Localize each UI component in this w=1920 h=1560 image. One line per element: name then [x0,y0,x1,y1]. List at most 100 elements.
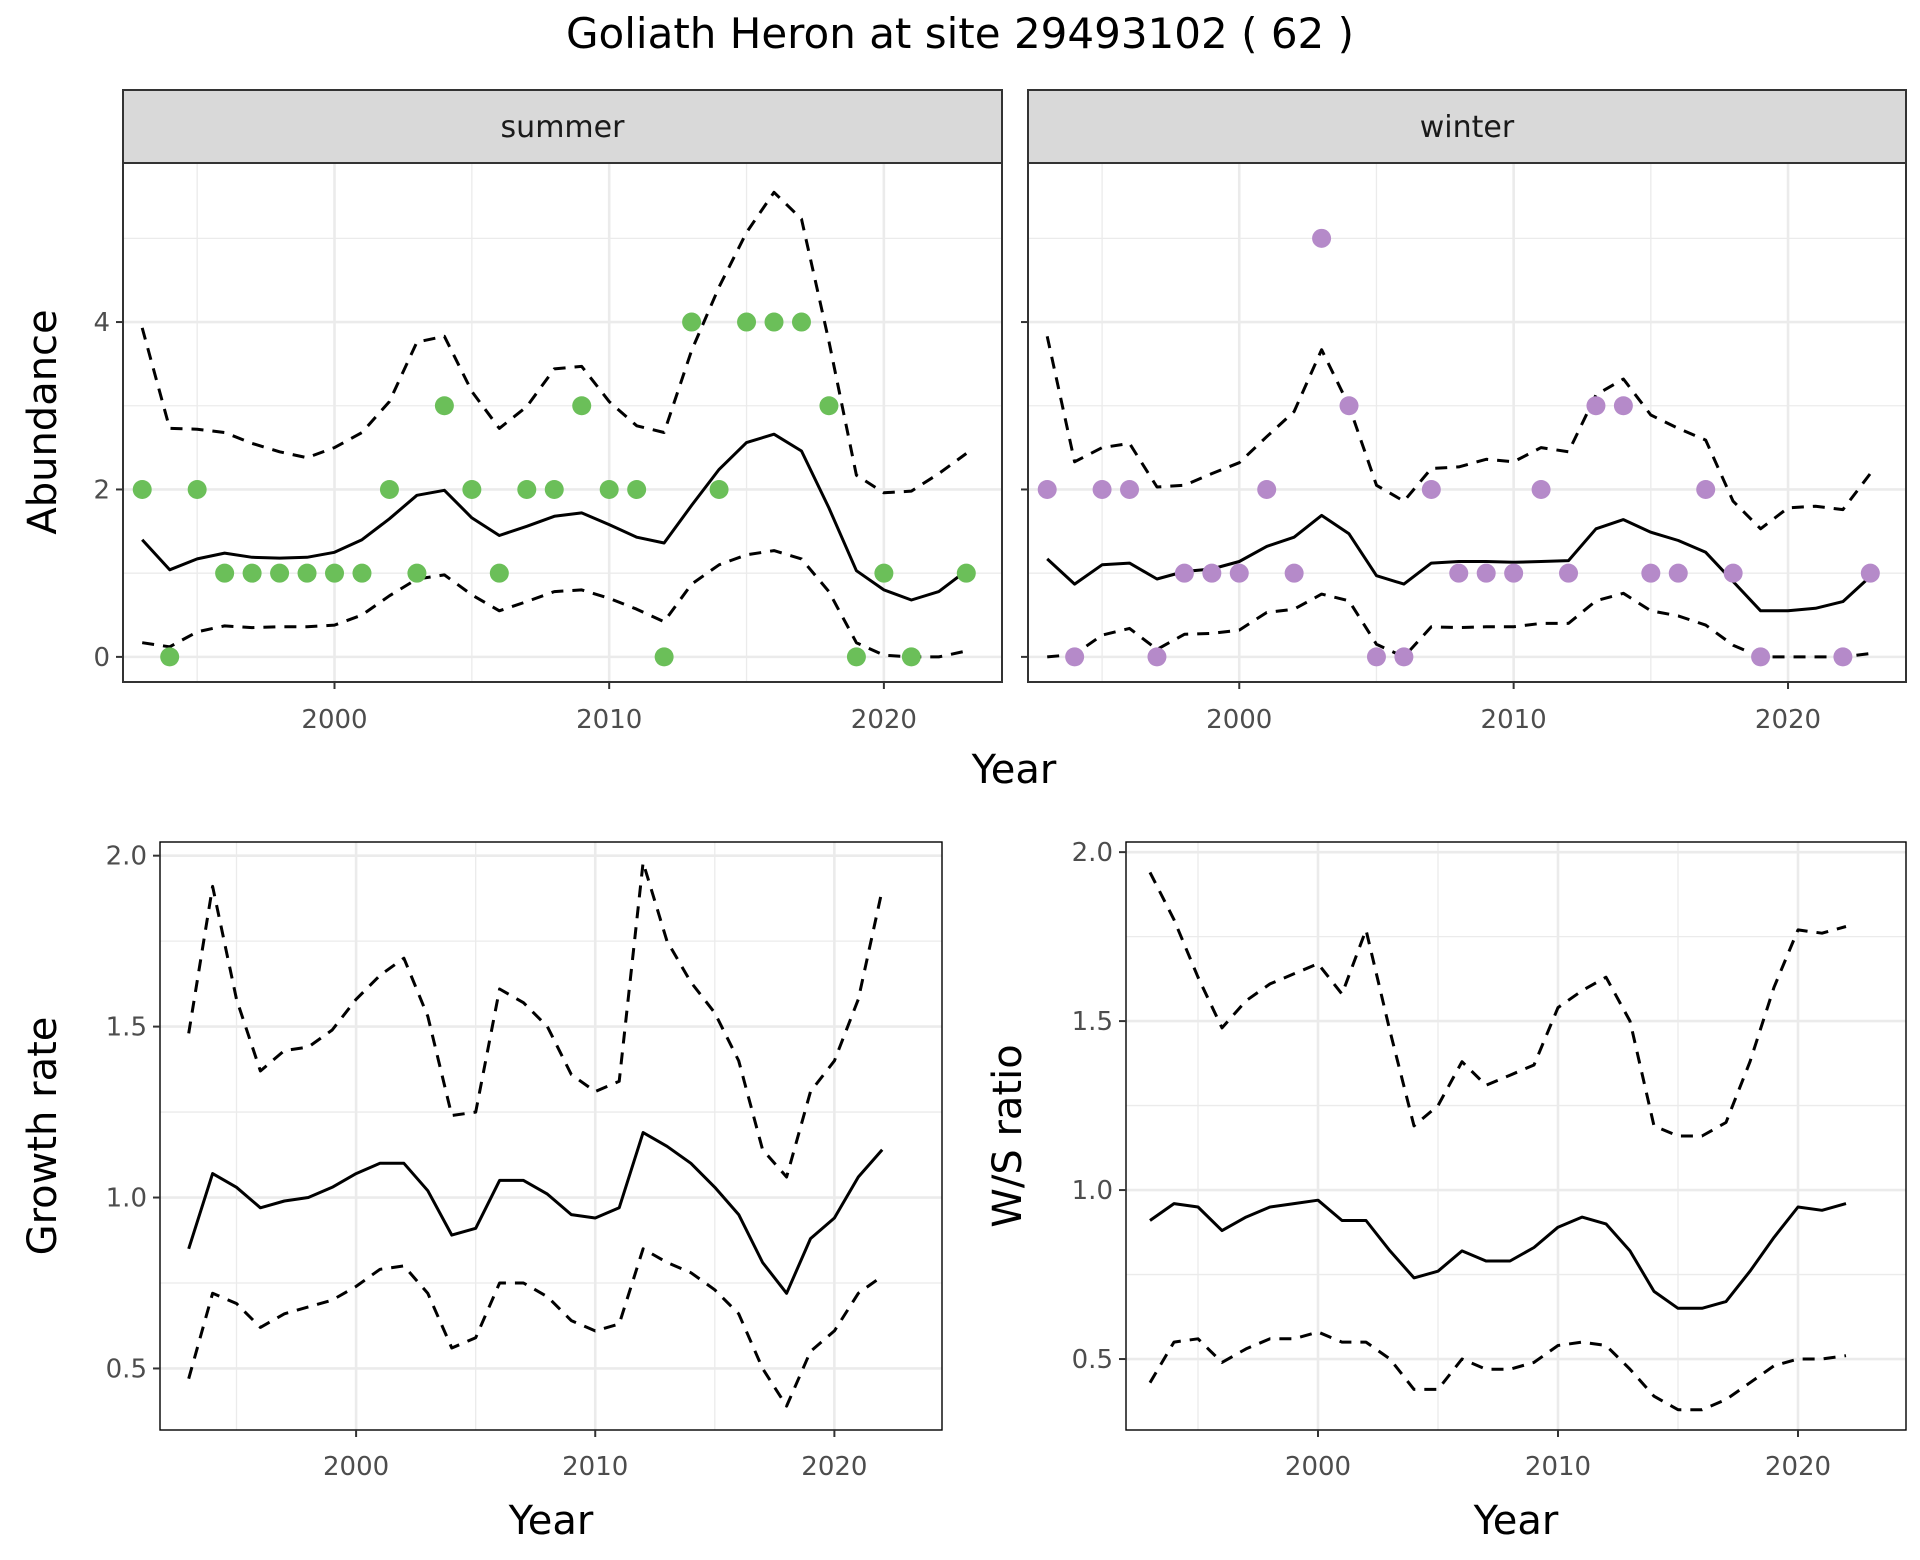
data-point [215,563,235,583]
data-point [1394,647,1414,667]
upper-bound-line [140,190,968,495]
data-point [270,563,290,583]
facet-strip [122,89,1003,164]
x-tick-label: 2020 [1755,705,1821,735]
data-point [1449,563,1469,583]
data-point [517,479,537,499]
x-tick-label: 2020 [801,1452,867,1482]
data-point [242,563,262,583]
top-x-axis-title: Year [971,747,1057,793]
data-point [1668,563,1688,583]
data-point [1476,563,1496,583]
y-tick-label: 2.0 [106,842,147,872]
data-point [654,647,674,667]
x-tick-label: 2020 [1765,1452,1831,1482]
data-point [1339,396,1359,416]
data-point [819,396,839,416]
data-point [1559,563,1579,583]
data-point [489,563,509,583]
data-point [682,312,702,332]
x-tick-label: 2010 [562,1452,628,1482]
facet-strip-label: summer [501,110,626,145]
x-tick-label: 2010 [576,705,642,735]
y-tick-label: 0.5 [1072,1345,1113,1375]
data-point [1284,563,1304,583]
data-point [764,312,784,332]
data-point [956,563,976,583]
panel-border [1125,841,1907,1431]
plot-background [160,842,942,1430]
data-point [1092,479,1112,499]
data-point [599,479,619,499]
lower-bound-line [1047,591,1871,659]
data-point [627,479,647,499]
plot-background [123,163,1002,682]
y-tick-label: 0 [93,643,110,673]
data-point [1860,563,1880,583]
data-point [160,647,180,667]
data-point [1723,563,1743,583]
y-tick-label: 1.0 [106,1184,147,1214]
lower-bound-line [187,1247,884,1408]
data-point [1202,563,1222,583]
y-tick-label: 1.0 [1072,1176,1113,1206]
y-tick-label: 1.5 [106,1013,147,1043]
lower-bound-line [1148,1330,1847,1412]
x-tick-label: 2000 [301,705,367,735]
data-point [1257,479,1277,499]
panel-winter: winter 2000 2010 2020 [1021,89,1907,735]
data-point [132,479,152,499]
data-point [325,563,345,583]
data-point [1037,479,1057,499]
data-point [1065,647,1085,667]
facet-strip [1027,89,1907,164]
data-point [1641,563,1661,583]
panel-border [159,841,943,1431]
data-point [187,479,207,499]
plot-background [1028,163,1906,682]
upper-bound-line [1045,335,1872,531]
estimate-line [1149,1198,1847,1310]
upper-bound-line [1148,871,1847,1138]
facet-strip-label: winter [1420,110,1515,145]
panel-growth-rate: 2000 2010 2020 0.5 1.0 1.5 2.0 Growth rate Year [20,841,943,1544]
data-point [709,479,729,499]
x-tick-label: 2020 [851,705,917,735]
data-point [1229,563,1249,583]
data-point [434,396,454,416]
data-point [352,563,372,583]
estimate-line [187,1131,884,1295]
panel-summer: summer 2000 2010 2020 0 2 4 Abundance [20,89,1003,735]
data-point [1531,479,1551,499]
x-tick-label: 2000 [1206,705,1272,735]
x-tick-label: 2000 [1285,1452,1351,1482]
panel-ws-ratio: 2000 2010 2020 0.5 1.0 1.5 2.0 W/S ratio Year [985,838,1907,1544]
y-axis-title: W/S ratio [985,1044,1031,1227]
y-tick-label: 2.0 [1072,838,1113,868]
data-point [1504,563,1524,583]
y-tick-label: 2 [93,475,110,505]
y-tick-label: 1.5 [1072,1007,1113,1037]
y-tick-label: 4 [93,308,110,338]
y-tick-label: 0.5 [106,1354,147,1384]
data-point [791,312,811,332]
data-point [737,312,757,332]
data-point [407,563,427,583]
data-point [1833,647,1853,667]
data-point [462,479,482,499]
x-axis-title: Year [508,1498,594,1544]
data-point [1421,479,1441,499]
x-tick-label: 2000 [323,1452,389,1482]
data-point [1174,563,1194,583]
data-point [544,479,564,499]
upper-bound-line [187,861,884,1179]
data-point [874,563,894,583]
data-point [1366,647,1386,667]
data-point [1147,647,1167,667]
x-tick-label: 2010 [1525,1452,1591,1482]
lower-bound-line [141,549,967,659]
data-point [1696,479,1716,499]
y-axis-title: Abundance [20,309,66,534]
data-point [846,647,866,667]
